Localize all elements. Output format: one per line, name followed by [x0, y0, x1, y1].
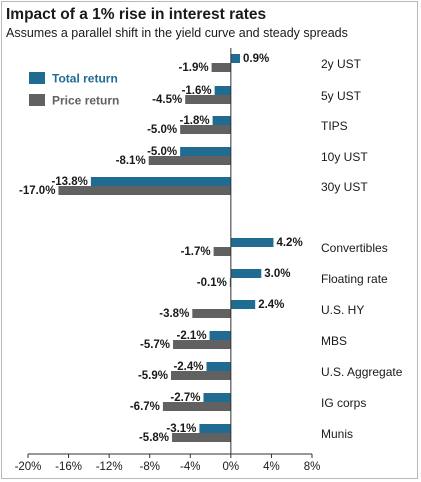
x-tick-label-1: -16%	[55, 461, 82, 473]
bar-total-2	[212, 116, 231, 125]
bar-price-10	[162, 402, 231, 411]
data-label-price-10: -6.7%	[130, 401, 160, 413]
data-label-price-6: -0.1%	[197, 277, 227, 289]
bar-total-10	[203, 393, 231, 402]
bar-price-2	[180, 125, 231, 134]
bar-price-6	[229, 278, 231, 287]
data-label-total-7: 2.4%	[258, 299, 284, 311]
bar-total-0	[230, 54, 240, 63]
legend-price-return-swatch	[29, 94, 45, 106]
data-label-total-9: -2.4%	[173, 361, 203, 373]
data-label-total-1: -1.6%	[182, 85, 212, 97]
data-label-total-4: -13.8%	[51, 176, 87, 188]
data-label-total-2: -1.8%	[180, 115, 210, 127]
bar-total-11	[199, 424, 231, 433]
data-label-total-11: -3.1%	[166, 423, 196, 435]
bar-price-0	[211, 63, 231, 72]
category-label-2: TIPS	[321, 119, 348, 133]
x-tick-label-2: -12%	[96, 461, 123, 473]
data-label-total-10: -2.7%	[170, 392, 200, 404]
data-label-price-9: -5.9%	[138, 370, 168, 382]
legend-price-return-label: Price return	[52, 94, 119, 108]
x-tick-label-3: -8%	[139, 461, 159, 473]
bar-price-9	[171, 371, 231, 380]
data-label-total-5: 4.2%	[276, 237, 302, 249]
category-label-0: 2y UST	[321, 57, 362, 71]
category-label-9: U.S. Aggregate	[321, 365, 403, 379]
category-label-10: IG corps	[321, 396, 366, 410]
bar-total-1	[214, 86, 231, 95]
bar-price-4	[58, 186, 231, 195]
bar-price-1	[185, 95, 231, 104]
data-label-price-3: -8.1%	[116, 155, 146, 167]
bar-total-8	[209, 331, 231, 340]
bar-total-7	[230, 300, 256, 309]
data-label-total-0: 0.9%	[243, 53, 269, 65]
category-label-6: Floating rate	[321, 272, 388, 286]
bar-price-8	[173, 340, 231, 349]
category-label-8: MBS	[321, 334, 347, 348]
bar-price-3	[148, 156, 231, 165]
data-label-price-4: -17.0%	[19, 185, 55, 197]
category-label-1: 5y UST	[321, 89, 362, 103]
bar-total-4	[90, 177, 231, 186]
category-label-4: 30y UST	[321, 180, 368, 194]
bar-total-3	[180, 147, 231, 156]
data-label-price-5: -1.7%	[181, 246, 211, 258]
data-label-price-1: -4.5%	[152, 94, 182, 106]
x-tick-label-6: 4%	[263, 461, 280, 473]
category-label-7: U.S. HY	[321, 303, 364, 317]
bar-total-6	[230, 269, 262, 278]
x-tick-label-5: 0%	[223, 461, 240, 473]
x-tick-label-4: -4%	[180, 461, 200, 473]
data-label-price-11: -5.8%	[139, 432, 169, 444]
data-label-price-7: -3.8%	[159, 308, 189, 320]
bar-price-11	[172, 433, 231, 442]
category-label-3: 10y UST	[321, 150, 368, 164]
legend-total-return-label: Total return	[52, 72, 118, 86]
data-label-price-2: -5.0%	[147, 124, 177, 136]
data-label-total-6: 3.0%	[264, 268, 290, 280]
data-label-total-3: -5.0%	[147, 146, 177, 158]
data-label-total-8: -2.1%	[177, 330, 207, 342]
x-tick-label-7: 8%	[304, 461, 321, 473]
legend-total-return-swatch	[29, 72, 45, 84]
category-label-11: Munis	[321, 427, 353, 441]
bar-total-9	[206, 362, 231, 371]
data-label-price-8: -5.7%	[140, 339, 170, 351]
bar-price-7	[192, 309, 231, 318]
data-label-price-0: -1.9%	[179, 62, 209, 74]
category-label-5: Convertibles	[321, 241, 388, 255]
bar-total-5	[230, 238, 274, 247]
x-tick-label-0: -20%	[15, 461, 42, 473]
chart-title: Impact of a 1% rise in interest rates	[6, 6, 267, 23]
bar-price-5	[213, 247, 231, 256]
chart-subtitle: Assumes a parallel shift in the yield cu…	[6, 26, 348, 40]
